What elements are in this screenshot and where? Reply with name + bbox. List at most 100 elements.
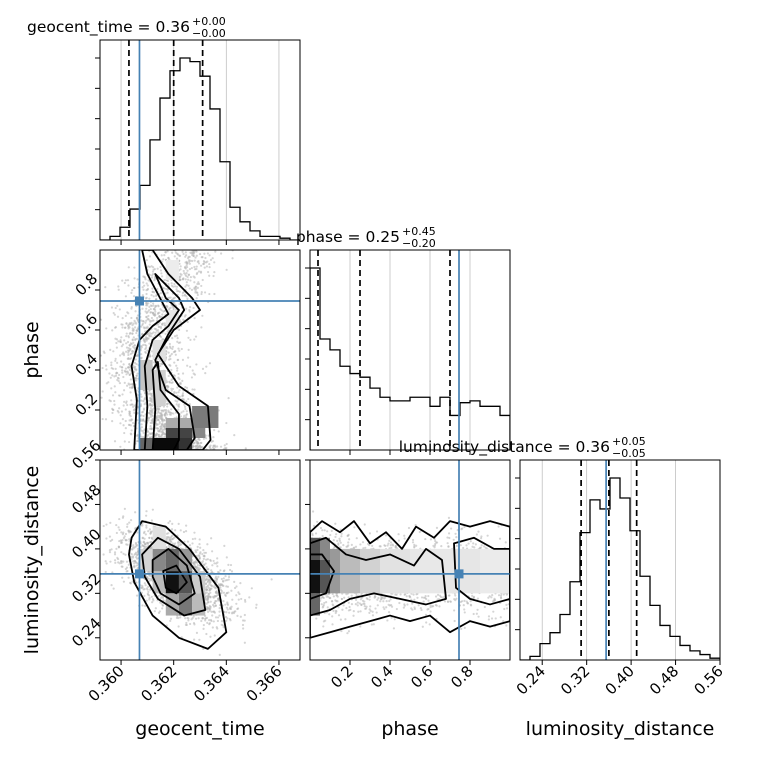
sample-point [134,358,137,361]
sample-point [188,308,191,312]
sample-point [143,284,146,287]
sample-point [170,408,173,411]
sample-point [235,602,238,605]
sample-point [183,540,186,543]
sample-point [126,340,130,344]
sample-point [122,424,125,427]
sample-point [161,296,164,299]
sample-point [115,341,118,345]
sample-point [167,536,171,539]
sample-point [131,289,134,292]
sample-point [118,373,121,377]
sample-point [168,355,171,358]
sample-point [171,542,174,545]
sample-point [163,435,166,439]
sample-point [176,358,180,361]
sample-point [194,291,197,294]
sample-point [149,307,152,311]
sample-point [123,281,126,285]
sample-point [171,347,174,350]
sample-point [177,372,180,376]
sample-point [113,313,116,316]
sample-point [198,252,202,256]
sample-point [162,599,165,602]
sample-point [133,565,136,568]
sample-point [136,314,140,317]
sample-point [165,287,168,291]
sample-point [148,399,151,402]
sample-point [332,595,335,598]
sample-point [115,371,118,374]
sample-point [183,414,186,417]
sample-point [230,570,234,573]
sample-point [235,585,238,588]
sample-point [121,366,124,369]
sample-point [154,433,157,437]
sample-point [131,332,134,335]
sample-point [143,530,146,533]
sample-point [208,445,211,448]
sample-point [152,302,155,305]
sample-point [188,544,192,547]
sample-point [113,399,116,403]
sample-point [110,361,113,364]
sample-point [127,382,130,385]
sample-point [350,594,353,597]
sample-point [149,406,153,410]
sample-point [191,542,194,545]
sample-point [206,610,210,613]
sample-point [115,346,118,349]
sample-point [151,411,154,415]
sample-point [142,431,145,434]
sample-point [173,350,176,353]
sample-point [142,588,145,591]
sample-point [176,290,179,293]
sample-point [411,538,415,542]
sample-point [145,316,148,319]
sample-point [147,314,150,318]
sample-point [141,307,144,310]
sample-point [187,619,190,622]
sample-point [113,385,116,388]
sample-point [202,437,206,440]
sample-point [225,606,229,609]
sample-point [342,544,345,547]
sample-point [182,416,185,419]
sample-point [118,562,121,565]
sample-point [159,327,163,330]
panel-content [100,250,247,450]
sample-point [178,319,181,322]
sample-point [212,605,216,608]
sample-point [135,556,138,559]
sample-point [140,399,143,402]
sample-point [231,257,234,260]
sample-point [134,511,137,514]
sample-point [109,348,112,351]
sample-point [195,265,198,268]
sample-point [207,580,210,583]
sample-point [132,560,135,563]
sample-point [193,265,196,269]
sample-point [208,619,211,622]
sample-point [204,372,207,375]
sample-point [155,412,158,415]
sample-point [123,535,126,538]
sample-point [127,284,130,287]
sample-point [121,317,124,320]
sample-point [214,587,217,590]
sample-point [128,362,131,366]
sample-point [183,272,186,275]
sample-point [118,308,121,311]
sample-point [163,324,166,327]
sample-point [127,576,130,579]
sample-point [184,251,187,254]
sample-point [168,363,171,366]
sample-point [202,557,205,560]
sample-point [157,416,160,419]
sample-point [151,598,155,601]
sample-point [208,266,211,269]
sample-point [240,597,243,601]
sample-point [109,539,112,543]
contour-line [151,547,196,606]
sample-point [218,610,221,613]
